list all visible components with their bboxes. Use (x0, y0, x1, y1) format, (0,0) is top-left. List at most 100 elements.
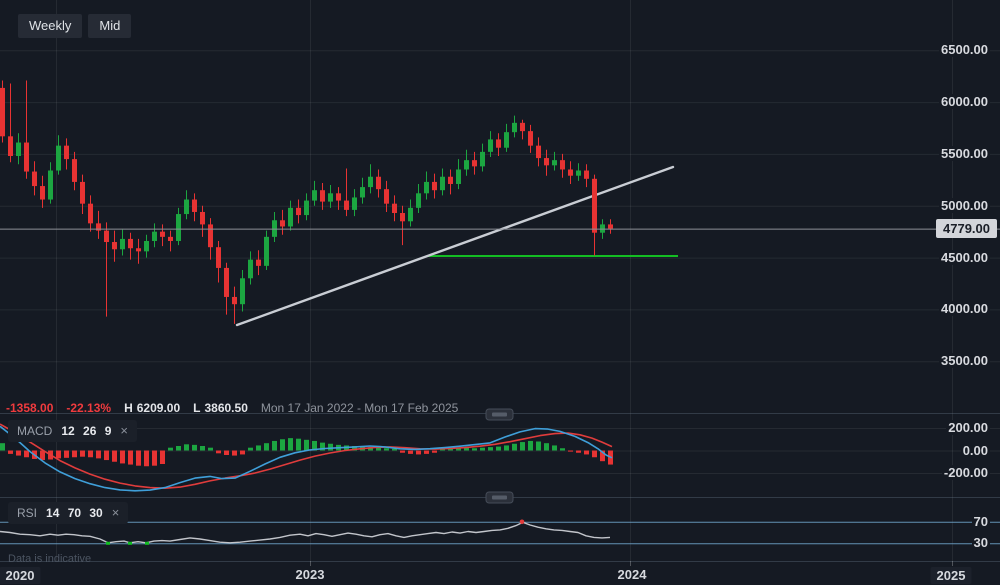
low-value: 3860.50 (204, 401, 248, 415)
macd-histogram-bar (152, 450, 157, 466)
high-value: 6209.00 (136, 401, 181, 415)
candle-body (216, 247, 221, 268)
macd-close-icon[interactable]: × (120, 423, 128, 438)
disclaimer-text: Data is indicative (8, 553, 92, 565)
candle-body (576, 170, 581, 176)
macd-histogram-bar (104, 450, 109, 461)
candle-body (536, 145, 541, 159)
macd-histogram-bar (496, 446, 501, 451)
panel-resize-handle[interactable] (485, 491, 514, 504)
last-price-tag: 4779.00 (936, 219, 997, 239)
candle-body (320, 190, 325, 202)
candle-body (312, 190, 317, 201)
candle-body (224, 267, 229, 297)
macd-histogram-bar (400, 450, 405, 453)
year-label: 2020 (0, 567, 41, 584)
macd-indicator-label[interactable]: MACD 12 26 9 × (8, 420, 137, 442)
candle-body (488, 139, 493, 152)
candle-body (600, 224, 605, 233)
period-low: L 3860.50 (193, 401, 248, 415)
macd-histogram-bar (224, 450, 229, 455)
candle-body (192, 199, 197, 212)
macd-histogram-bar (0, 443, 5, 451)
macd-histogram-bar (376, 447, 381, 451)
candle-body (544, 158, 549, 166)
rsi-params: 14 70 30 (46, 506, 103, 520)
macd-histogram-bar (536, 441, 541, 451)
macd-histogram-bar (456, 447, 461, 451)
candle-body (24, 142, 29, 172)
macd-histogram-bar (56, 450, 61, 459)
macd-histogram-bar (520, 442, 525, 451)
macd-histogram-bar (88, 450, 93, 458)
chart-style-button[interactable]: Mid (88, 14, 132, 38)
candle-body (40, 186, 45, 200)
macd-histogram-bar (528, 440, 533, 451)
macd-histogram-bar (584, 450, 589, 455)
candle-body (528, 131, 533, 146)
candle-body (408, 207, 413, 222)
price-tick-label: 5000.00 (939, 197, 990, 213)
macd-panel (0, 423, 613, 492)
macd-histogram-bar (592, 450, 597, 458)
macd-histogram-bar (600, 450, 605, 462)
macd-histogram-bar (232, 450, 237, 456)
candle-body (264, 236, 269, 266)
macd-line (0, 425, 613, 492)
candle-body (112, 242, 117, 250)
candle-body (480, 151, 485, 167)
candle-body (152, 231, 157, 241)
candle-body (440, 176, 445, 191)
macd-histogram-bar (424, 450, 429, 454)
rsi-indicator-label[interactable]: RSI 14 70 30 × (8, 502, 129, 524)
date-range: Mon 17 Jan 2022 - Mon 17 Feb 2025 (260, 401, 459, 415)
drawing-overlays (235, 165, 678, 327)
ohlc-info-bar: -1358.00 -22.13% H 6209.00 L 3860.50 Mon 1… (6, 401, 458, 415)
candle-body (104, 230, 109, 243)
candle-body (176, 214, 181, 241)
price-tick-label: 5500.00 (939, 145, 990, 161)
candle-body (328, 193, 333, 202)
macd-histogram-bar (80, 450, 85, 457)
macd-histogram-bar (112, 450, 117, 462)
macd-histogram-bar (504, 445, 509, 451)
candle-body (0, 87, 5, 137)
macd-histogram-bar (552, 445, 557, 451)
candle-body (560, 160, 565, 170)
candle-body (608, 224, 613, 229)
candlestick-series (0, 80, 613, 324)
macd-histogram-bar (248, 447, 253, 451)
candle-body (120, 238, 125, 250)
candle-body (72, 159, 77, 182)
timeframe-button[interactable]: Weekly (18, 14, 83, 38)
macd-histogram-bar (16, 450, 21, 456)
macd-histogram-bar (352, 446, 357, 451)
macd-histogram-bar (304, 439, 309, 451)
candle-body (136, 248, 141, 252)
panel-resize-handle[interactable] (485, 408, 514, 421)
candle-body (32, 171, 37, 187)
year-label: 2023 (295, 567, 325, 582)
candle-body (376, 176, 381, 190)
trend-line[interactable] (235, 165, 675, 327)
macd-histogram-bar (136, 450, 141, 466)
price-change-percent: -22.13% (66, 401, 112, 415)
candle-body (424, 181, 429, 194)
macd-histogram-bar (448, 448, 453, 451)
candle-body (200, 211, 205, 225)
candle-body (336, 193, 341, 201)
macd-histogram-bar (24, 450, 29, 458)
candle-body (16, 142, 21, 157)
candle-body (56, 145, 61, 171)
candle-body (208, 224, 213, 248)
macd-histogram-bar (464, 447, 469, 451)
macd-histogram-bar (280, 439, 285, 451)
candle-body (456, 169, 461, 184)
macd-histogram-bar (472, 448, 477, 451)
candle-body (64, 145, 69, 160)
rsi-close-icon[interactable]: × (111, 505, 120, 520)
macd-histogram-bar (184, 444, 189, 451)
candle-body (280, 220, 285, 227)
candle-body (128, 238, 133, 249)
